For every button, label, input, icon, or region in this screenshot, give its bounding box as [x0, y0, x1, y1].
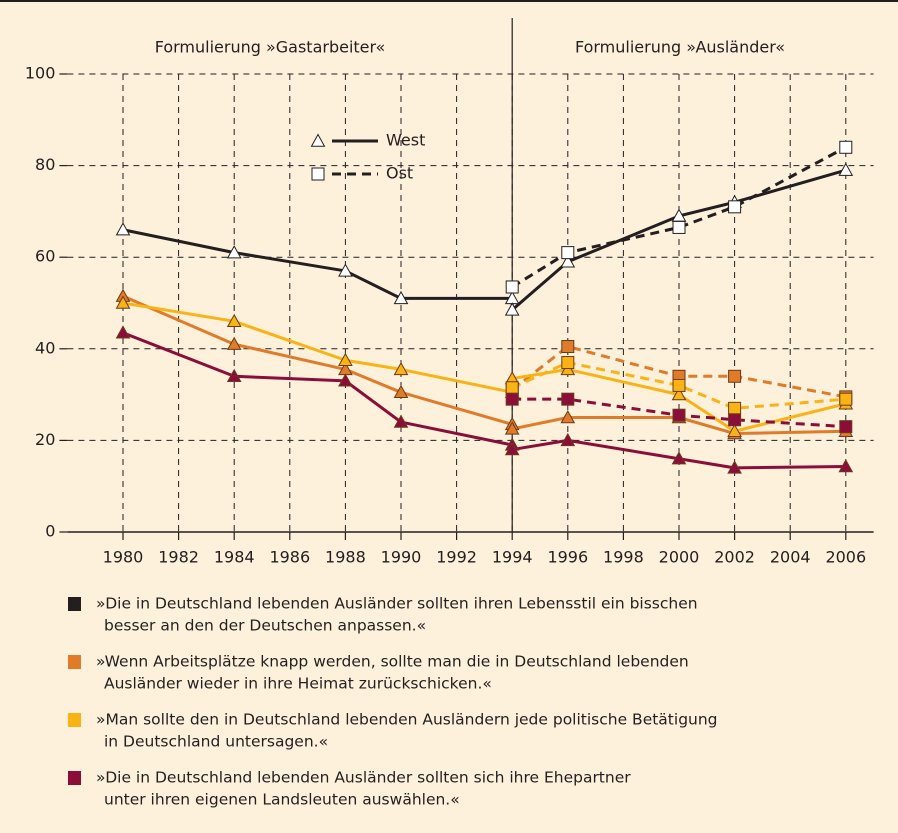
marker-square — [561, 392, 575, 406]
marker-triangle — [115, 295, 131, 309]
marker-square — [728, 401, 742, 415]
legend-text: »Die in Deutschland lebenden Ausländer s… — [96, 769, 631, 787]
x-tick-label: 1984 — [214, 548, 255, 567]
marker-triangle — [338, 373, 353, 387]
legend-text: Ausländer wieder in ihre Heimat zurücksc… — [104, 675, 492, 693]
marker-square — [728, 200, 742, 214]
marker-triangle — [338, 352, 353, 366]
x-tick-label: 1994 — [492, 548, 533, 567]
x-tick-label: 1992 — [436, 548, 477, 567]
marker-square — [561, 246, 575, 260]
y-tick-label: 60 — [35, 247, 55, 266]
marker-triangle — [727, 460, 742, 474]
marker-triangle — [838, 162, 854, 176]
legend-marker — [310, 133, 326, 147]
legend-label: West — [386, 131, 425, 150]
legend-text: »Wenn Arbeitsplätze knapp werden, sollte… — [96, 653, 689, 671]
marker-square — [728, 413, 742, 427]
legend-swatch — [68, 597, 81, 611]
legend-text: unter ihren eigenen Landsleuten auswähle… — [104, 791, 460, 809]
legend-swatch — [68, 713, 81, 727]
x-tick-label: 1986 — [269, 548, 310, 567]
marker-triangle — [504, 442, 520, 456]
legend-swatch — [68, 655, 81, 669]
marker-triangle — [115, 325, 131, 339]
marker-square — [561, 356, 575, 370]
marker-square — [561, 340, 575, 354]
x-tick-label: 1980 — [103, 548, 144, 567]
marker-triangle — [393, 384, 409, 399]
marker-square — [505, 280, 519, 294]
marker-triangle — [504, 302, 520, 316]
y-tick-label: 0 — [45, 522, 55, 541]
legend-text: »Man sollte den in Deutschland lebenden … — [96, 711, 718, 729]
legend-marker — [311, 167, 325, 181]
annotation: Formulierung »Gastarbeiter« — [155, 38, 386, 57]
marker-triangle — [560, 432, 576, 447]
legend-swatch — [68, 771, 81, 785]
x-tick-label: 1988 — [325, 548, 366, 567]
marker-square — [839, 420, 853, 434]
marker-square — [505, 392, 519, 406]
marker-triangle — [393, 290, 409, 305]
marker-triangle — [226, 336, 242, 350]
annotation: Formulierung »Ausländer« — [575, 38, 785, 57]
x-tick-label: 1982 — [158, 548, 199, 567]
y-tick-label: 20 — [35, 430, 55, 449]
legend-text: »Die in Deutschland lebenden Ausländer s… — [96, 595, 698, 613]
x-tick-label: 2004 — [770, 548, 811, 567]
legend-label: Ost — [386, 164, 413, 183]
marker-square — [672, 408, 686, 422]
marker-triangle — [560, 409, 576, 424]
y-tick-label: 80 — [35, 155, 55, 174]
marker-triangle — [226, 245, 242, 259]
y-tick-label: 40 — [35, 338, 55, 357]
marker-triangle — [727, 423, 742, 437]
marker-triangle — [226, 368, 242, 382]
marker-triangle — [838, 458, 854, 473]
ost-line — [511, 361, 846, 410]
x-tick-label: 2000 — [659, 548, 700, 567]
marker-triangle — [115, 222, 131, 236]
marker-triangle — [560, 254, 576, 268]
x-tick-label: 2006 — [825, 548, 866, 567]
marker-square — [505, 381, 519, 395]
y-tick-label: 100 — [25, 64, 56, 83]
marker-square — [728, 369, 742, 383]
marker-square — [672, 220, 686, 234]
legend-text: besser an den der Deutschen anpassen.« — [104, 617, 426, 635]
marker-triangle — [226, 313, 242, 328]
marker-triangle — [504, 421, 520, 435]
marker-triangle — [393, 414, 409, 428]
marker-triangle — [671, 387, 687, 401]
marker-square — [839, 140, 853, 154]
marker-square — [672, 378, 686, 392]
x-tick-label: 2002 — [714, 548, 755, 567]
x-tick-label: 1996 — [547, 548, 588, 567]
marker-square — [839, 392, 853, 406]
legend-text: in Deutschland untersagen.« — [104, 733, 328, 751]
marker-triangle — [338, 263, 353, 277]
marker-triangle — [393, 361, 409, 376]
x-tick-label: 1998 — [603, 548, 644, 567]
marker-triangle — [671, 451, 687, 465]
x-tick-label: 1990 — [381, 548, 422, 567]
